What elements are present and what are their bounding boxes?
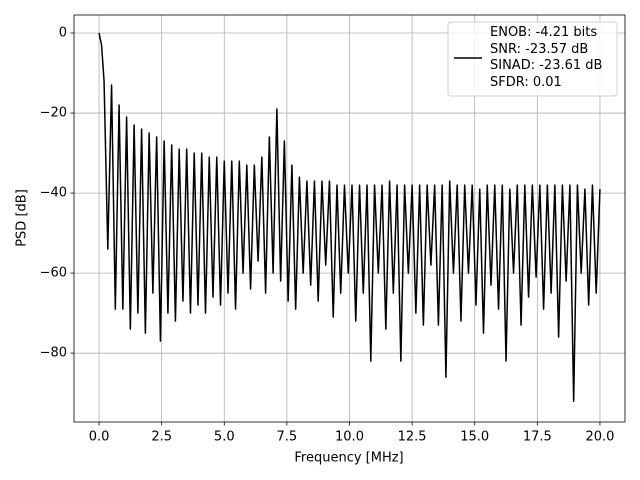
legend: ENOB: -4.21 bits SNR: -23.57 dB SINAD: -… bbox=[447, 21, 618, 97]
x-tick-label: 17.5 bbox=[523, 430, 552, 445]
x-axis-label: Frequency [MHz] bbox=[294, 451, 403, 466]
y-tick-label: −80 bbox=[40, 346, 67, 361]
x-tick-label: 20.0 bbox=[585, 430, 614, 445]
y-tick-label: 0 bbox=[59, 26, 67, 41]
legend-box bbox=[447, 21, 618, 97]
x-tick-label: 5.0 bbox=[214, 430, 235, 445]
y-axis-label: PSD [dB] bbox=[15, 189, 30, 247]
psd-line bbox=[98, 32, 601, 402]
y-tick-label: −40 bbox=[40, 186, 67, 201]
plot-frame bbox=[73, 14, 626, 423]
x-tick-label: 7.5 bbox=[277, 430, 298, 445]
x-tick-label: 2.5 bbox=[151, 430, 172, 445]
x-tick-label: 12.5 bbox=[398, 430, 427, 445]
x-tick-label: 15.0 bbox=[460, 430, 489, 445]
x-tick-label: 0.0 bbox=[89, 430, 110, 445]
legend-label: ENOB: -4.21 bits SNR: -23.57 dB SINAD: -… bbox=[490, 25, 603, 90]
legend-entry: ENOB: -4.21 bits SNR: -23.57 dB SINAD: -… bbox=[490, 25, 603, 90]
x-tick-label: 10.0 bbox=[335, 430, 364, 445]
y-tick-label: −20 bbox=[40, 106, 67, 121]
y-tick-label: −60 bbox=[40, 266, 67, 281]
